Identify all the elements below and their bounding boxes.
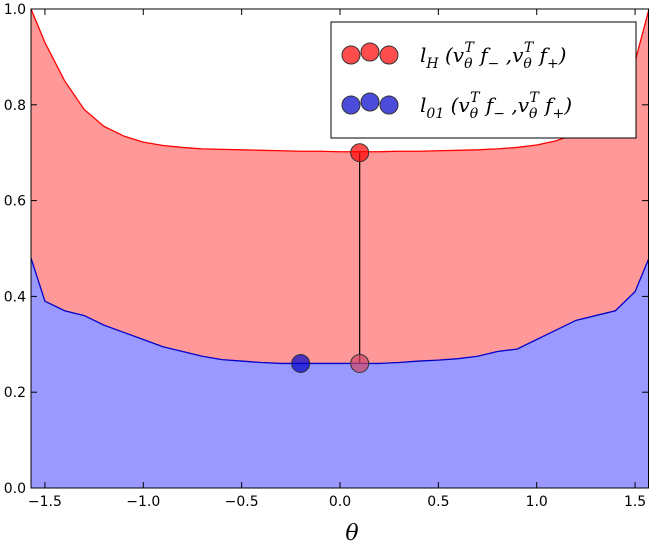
data-point-0 [350, 143, 370, 163]
legend-marker-1-0 [341, 95, 361, 115]
data-point-2 [291, 353, 311, 373]
x-tick-label-1: −1.0 [126, 494, 160, 510]
y-tick-label-1: 0.2 [4, 385, 26, 401]
x-tick-label-2: −0.5 [225, 494, 259, 510]
x-tick-label-0: −1.5 [28, 494, 62, 510]
plot-area [31, 9, 649, 488]
x-tick-label-6: 1.5 [624, 494, 646, 510]
y-tick-label-4: 0.8 [4, 98, 26, 114]
y-tick-label-3: 0.6 [4, 194, 26, 210]
legend-label-0: lH (vθT f− ,vθT f+) [420, 40, 566, 72]
legend-marker-0-0 [341, 45, 361, 65]
x-axis-label: θ [345, 521, 358, 546]
series-line-l01 [31, 257, 649, 365]
area-band-lH [31, 9, 649, 364]
x-tick-label-4: 0.5 [427, 494, 449, 510]
axis-ticks: −1.5 −1.0 −0.5 0.0 0.5 1.0 1.5 0.0 0.2 0.4 0.6 0.8 1… [4, 2, 648, 510]
legend-marker-0-1 [360, 42, 380, 62]
legend-marker-1-2 [379, 95, 399, 115]
legend-marker-1-1 [360, 92, 380, 112]
legend-box [330, 21, 637, 139]
y-tick-label-0: 0.0 [4, 481, 26, 497]
data-point-1 [350, 353, 370, 373]
x-tick-label-3: 0.0 [329, 494, 351, 510]
legend-marker-0-2 [379, 45, 399, 65]
legend: lH (vθT f− ,vθT f+) l01 (vθT f− ,vθT f+) [330, 21, 637, 139]
area-band-l01 [31, 258, 649, 488]
series-line-lH [31, 9, 649, 153]
x-tick-label-5: 1.0 [526, 494, 548, 510]
legend-label-1: l01 (vθT f− ,vθT f+) [420, 90, 572, 122]
y-tick-label-5: 1.0 [4, 2, 26, 18]
y-tick-label-2: 0.4 [4, 289, 26, 305]
